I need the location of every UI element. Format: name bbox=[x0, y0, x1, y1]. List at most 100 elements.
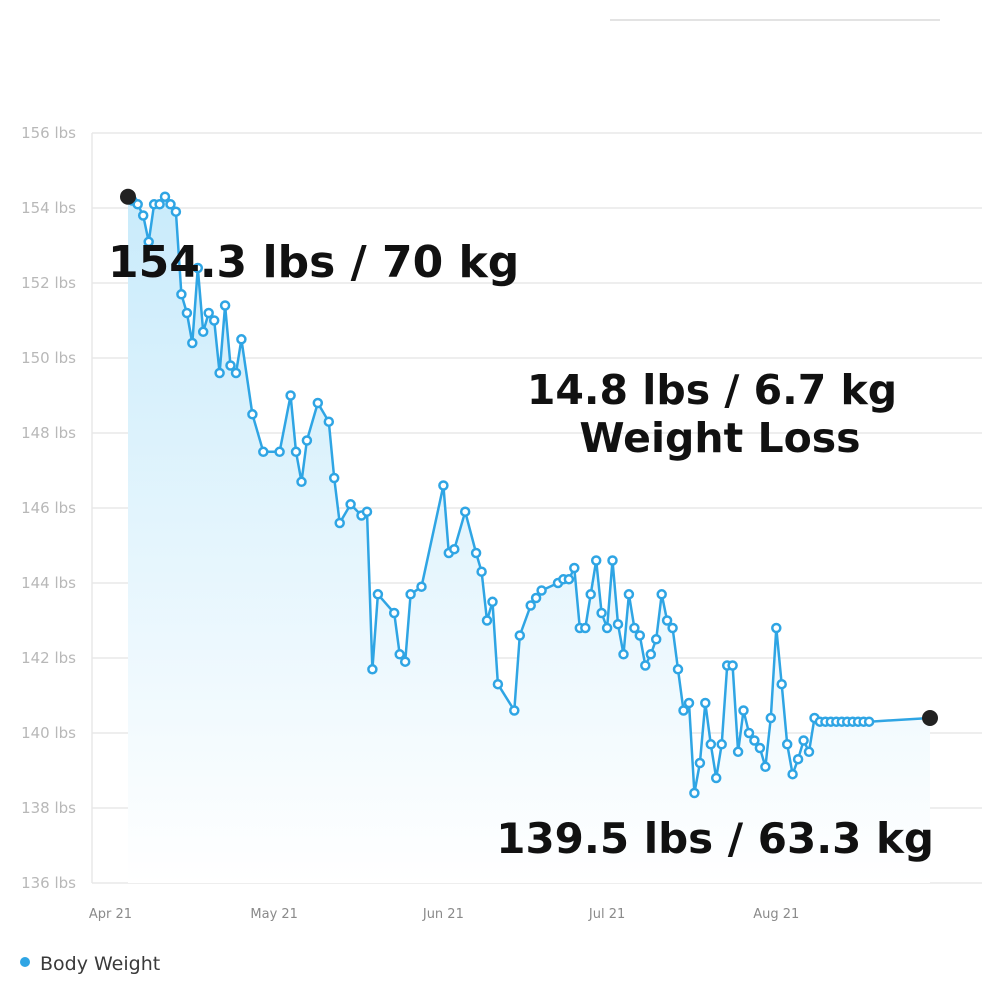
data-point bbox=[328, 472, 340, 484]
data-point bbox=[863, 716, 875, 727]
data-point bbox=[530, 592, 542, 604]
data-point bbox=[694, 757, 706, 769]
y-tick-label: 140 lbs bbox=[21, 724, 76, 742]
data-point bbox=[345, 499, 356, 510]
data-point bbox=[661, 615, 673, 626]
data-point bbox=[601, 622, 613, 634]
series-points-layer bbox=[127, 191, 875, 799]
data-point bbox=[792, 753, 804, 765]
data-point bbox=[705, 739, 717, 750]
y-tick-label: 156 lbs bbox=[21, 124, 76, 142]
data-point bbox=[203, 307, 214, 319]
data-point bbox=[514, 630, 526, 641]
data-point bbox=[438, 480, 449, 491]
data-point bbox=[214, 367, 225, 379]
data-point bbox=[405, 589, 416, 600]
data-point bbox=[525, 600, 536, 611]
data-point bbox=[683, 697, 695, 709]
data-point bbox=[629, 622, 640, 634]
data-point bbox=[569, 562, 580, 574]
start-point-marker bbox=[120, 188, 136, 205]
data-point bbox=[700, 697, 711, 709]
data-point bbox=[689, 787, 700, 799]
y-tick-label: 138 lbs bbox=[21, 799, 76, 817]
data-point bbox=[710, 772, 722, 784]
data-point bbox=[296, 476, 307, 488]
data-point bbox=[738, 705, 749, 716]
data-point bbox=[312, 397, 324, 409]
data-point bbox=[416, 581, 427, 592]
data-point bbox=[165, 199, 176, 210]
data-point bbox=[258, 446, 269, 458]
data-point bbox=[509, 705, 520, 716]
x-tick-label: Jun 21 bbox=[422, 907, 464, 922]
data-point bbox=[137, 210, 149, 221]
data-point bbox=[743, 727, 755, 739]
data-point bbox=[798, 735, 809, 746]
x-tick-label: May 21 bbox=[250, 907, 298, 922]
data-point bbox=[623, 589, 635, 600]
data-point bbox=[760, 761, 771, 773]
data-point bbox=[372, 589, 384, 600]
data-point bbox=[612, 618, 624, 630]
data-point bbox=[754, 742, 766, 754]
data-point bbox=[645, 649, 657, 660]
data-point bbox=[236, 334, 247, 345]
data-point bbox=[580, 622, 591, 634]
data-point bbox=[716, 739, 727, 750]
weight-loss-annotation-line2: Weight Loss bbox=[579, 414, 860, 462]
data-point bbox=[274, 446, 285, 458]
endpoint-markers bbox=[120, 188, 938, 726]
data-point bbox=[590, 555, 602, 566]
weight-loss-annotation-line1: 14.8 lbs / 6.7 kg bbox=[527, 366, 897, 414]
data-point bbox=[667, 622, 678, 634]
y-axis-ticks: 136 lbs 138 lbs 140 lbs 142 lbs 144 lbs 146 l… bbox=[21, 124, 76, 892]
data-point bbox=[159, 191, 171, 202]
data-point bbox=[771, 622, 782, 634]
data-point bbox=[323, 416, 335, 427]
data-point bbox=[361, 506, 373, 517]
data-point bbox=[208, 315, 220, 326]
data-point bbox=[197, 326, 209, 338]
data-point bbox=[640, 660, 651, 671]
data-point bbox=[399, 656, 411, 667]
data-point bbox=[290, 446, 302, 458]
data-point bbox=[176, 289, 187, 300]
data-point bbox=[192, 262, 204, 274]
y-tick-label: 154 lbs bbox=[21, 199, 76, 217]
y-tick-label: 136 lbs bbox=[21, 874, 76, 892]
y-tick-label: 144 lbs bbox=[21, 574, 76, 592]
data-point bbox=[765, 712, 777, 724]
data-point bbox=[585, 589, 596, 600]
y-tick-label: 146 lbs bbox=[21, 499, 76, 517]
data-point bbox=[732, 746, 744, 758]
data-point bbox=[187, 337, 198, 349]
y-tick-label: 152 lbs bbox=[21, 274, 76, 292]
data-point bbox=[301, 435, 313, 446]
data-point bbox=[781, 739, 793, 750]
y-tick-label: 150 lbs bbox=[21, 349, 76, 367]
data-point bbox=[219, 300, 231, 311]
data-point bbox=[656, 589, 667, 600]
start-weight-annotation: 154.3 lbs / 70 kg bbox=[108, 237, 519, 288]
data-point bbox=[672, 664, 684, 675]
data-point bbox=[285, 390, 296, 401]
data-point bbox=[225, 360, 236, 371]
data-point bbox=[787, 768, 798, 780]
data-point bbox=[476, 566, 487, 577]
data-point bbox=[367, 664, 378, 675]
data-point bbox=[334, 517, 345, 529]
legend-label: Body Weight bbox=[40, 953, 160, 975]
data-point bbox=[749, 735, 760, 746]
data-point bbox=[394, 649, 405, 660]
data-point bbox=[247, 409, 258, 420]
data-point bbox=[536, 585, 547, 596]
x-tick-label: Aug 21 bbox=[753, 907, 799, 922]
data-point bbox=[650, 634, 662, 645]
area-fill-layer bbox=[128, 196, 930, 883]
data-point bbox=[634, 630, 646, 641]
data-point bbox=[132, 199, 143, 210]
data-point bbox=[596, 607, 607, 619]
data-point bbox=[492, 678, 504, 690]
